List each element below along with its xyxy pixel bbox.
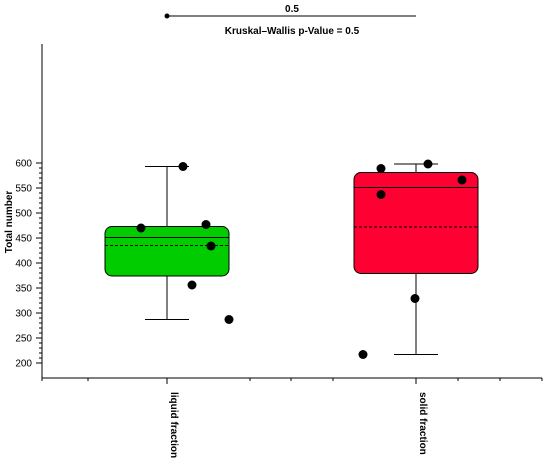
y-axis: 200 250 300 350 400 450 500 550 600 — [15, 159, 42, 370]
y-tick-label: 250 — [15, 334, 32, 345]
box-body — [104, 226, 230, 277]
data-point — [376, 164, 386, 173]
y-tick-label: 300 — [15, 309, 32, 320]
comparison-label: 0.5 — [285, 4, 299, 15]
y-tick-label: 400 — [15, 259, 32, 270]
data-points — [136, 159, 467, 359]
data-point — [410, 294, 420, 303]
box-body — [353, 172, 479, 274]
x-tick-label: solid fraction — [417, 392, 428, 455]
x-axis: liquid fraction solid fraction — [41, 378, 543, 458]
data-point — [358, 350, 368, 359]
data-point — [178, 162, 188, 171]
data-point — [206, 241, 216, 251]
chart-title: Kruskal–Wallis p-Value = 0.5 — [225, 26, 360, 37]
x-tick-label: liquid fraction — [168, 392, 179, 458]
data-point — [423, 159, 433, 169]
box-2 — [353, 163, 479, 355]
comparison-bracket-start — [164, 13, 170, 19]
data-point — [457, 175, 467, 185]
y-tick-label: 550 — [15, 184, 32, 195]
box-1 — [104, 166, 230, 320]
data-point — [201, 220, 211, 229]
y-tick-label: 450 — [15, 234, 32, 245]
data-point — [187, 280, 197, 290]
data-point — [224, 315, 234, 324]
y-tick-label: 200 — [15, 359, 32, 370]
y-tick-label: 600 — [15, 159, 32, 170]
y-tick-label: 350 — [15, 284, 32, 295]
data-point — [376, 190, 386, 199]
boxes — [104, 163, 479, 355]
y-tick-label: 500 — [15, 209, 32, 220]
y-axis-label: Total number — [4, 191, 15, 254]
data-point — [136, 223, 146, 233]
